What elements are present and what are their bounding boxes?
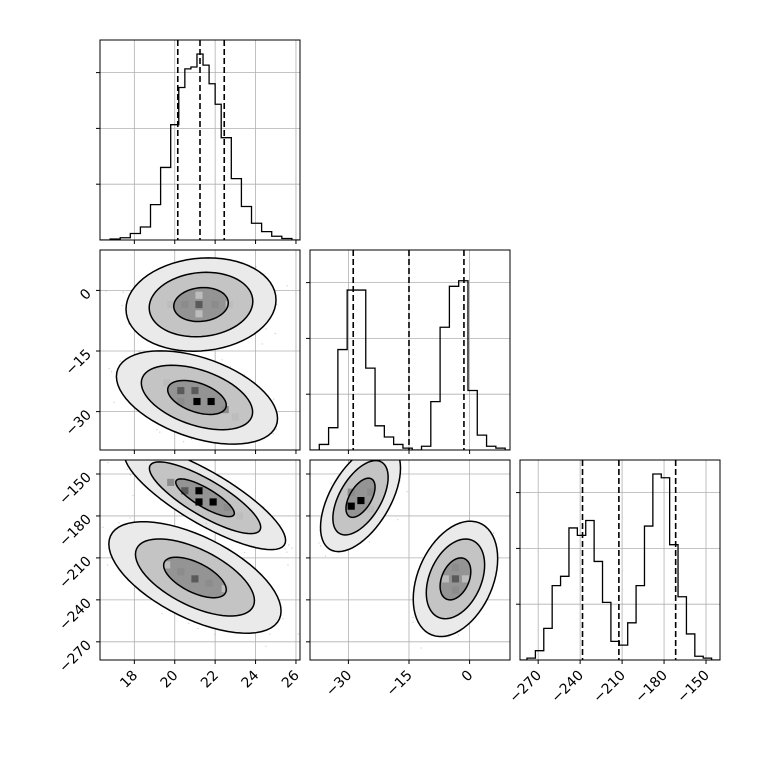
x-tick-label: 20: [158, 668, 182, 692]
contour-line: [175, 478, 236, 518]
contour-line: [148, 271, 254, 338]
density-cell: [177, 397, 185, 406]
contour-line: [166, 379, 228, 416]
density-cell: [167, 300, 175, 309]
y-tick-label: −240: [56, 595, 95, 634]
density-cell: [347, 502, 355, 510]
axes-frame: [99, 39, 301, 241]
density-fill: [175, 478, 235, 517]
y-tick-label: −15: [63, 347, 95, 379]
contour-line: [425, 538, 486, 620]
x-tick-label: −180: [632, 668, 671, 707]
density-cell: [195, 498, 203, 506]
density-cell: [357, 496, 365, 505]
histogram-step: [310, 280, 510, 450]
histogram-panel-0: [96, 39, 301, 241]
density-cell: [451, 586, 460, 594]
contour-line: [412, 520, 499, 638]
histogram-panel-2: [516, 459, 721, 661]
density-cell: [223, 503, 231, 512]
contour-line: [125, 257, 277, 352]
x-tick-label: 22: [198, 668, 222, 692]
density-cell: [205, 579, 213, 587]
density-cell: [193, 397, 201, 406]
axes-frame: [309, 459, 511, 661]
contour-line: [148, 461, 262, 535]
axes-frame: [99, 459, 301, 661]
contour-line: [172, 286, 230, 323]
density-cell: [195, 310, 203, 318]
density-cell: [195, 487, 203, 495]
x-tick-label: 26: [279, 667, 303, 691]
x-tick-label: 18: [117, 668, 141, 692]
contour-line: [439, 557, 472, 601]
x-tick-label: −30: [323, 668, 355, 700]
density-cell: [207, 397, 215, 406]
density-panel-2-1: [309, 459, 511, 661]
contour-line: [134, 538, 256, 617]
density-cell: [211, 300, 219, 309]
density-cell: [181, 300, 189, 309]
density-cell: [177, 568, 185, 576]
contour-line: [319, 460, 402, 553]
density-cell: [167, 478, 175, 486]
contour-line: [332, 460, 389, 536]
x-tick-label: −15: [384, 668, 416, 700]
density-cell: [451, 575, 460, 583]
density-cell: [209, 498, 217, 506]
contour-line: [108, 521, 282, 634]
x-tick-label: −240: [548, 668, 587, 707]
density-cell: [163, 561, 171, 569]
density-cell: [441, 575, 449, 583]
density-cell: [181, 487, 189, 495]
x-tick-label: 24: [238, 667, 262, 691]
histogram-step: [520, 473, 720, 660]
y-tick-label: −180: [56, 511, 95, 550]
density-panel-2-0: [99, 459, 301, 661]
density-cell: [191, 575, 199, 583]
axes-frame: [99, 249, 301, 451]
y-tick-label: −150: [56, 470, 95, 509]
density-cell: [461, 575, 470, 583]
x-tick-label: −270: [507, 668, 546, 707]
density-cell: [451, 564, 460, 572]
density-cell: [367, 488, 375, 496]
y-tick-label: 0: [77, 286, 95, 304]
contour-line: [115, 350, 279, 445]
contour-line: [162, 556, 228, 599]
density-cell: [367, 505, 375, 513]
density-cell: [221, 585, 229, 593]
density-cell: [225, 300, 233, 309]
density-cell: [163, 378, 171, 387]
axes-frame: [519, 459, 721, 661]
density-cell: [191, 387, 199, 395]
y-tick-label: −30: [63, 407, 95, 439]
x-tick-label: 0: [459, 668, 477, 686]
density-cell: [231, 413, 239, 421]
histogram-panel-1: [306, 249, 511, 451]
y-tick-label: −210: [56, 553, 95, 592]
contour-line: [124, 460, 287, 551]
contour-line: [140, 364, 254, 431]
density-cell: [195, 291, 203, 299]
x-tick-label: −210: [590, 668, 629, 707]
axes-frame: [309, 249, 511, 451]
density-cell: [235, 512, 243, 520]
density-cell: [195, 300, 203, 309]
contour-line: [345, 477, 376, 519]
y-tick-label: −270: [56, 637, 95, 676]
x-tick-label: −150: [674, 668, 713, 707]
density-panel-1-0: [99, 249, 301, 451]
density-cell: [177, 387, 185, 395]
